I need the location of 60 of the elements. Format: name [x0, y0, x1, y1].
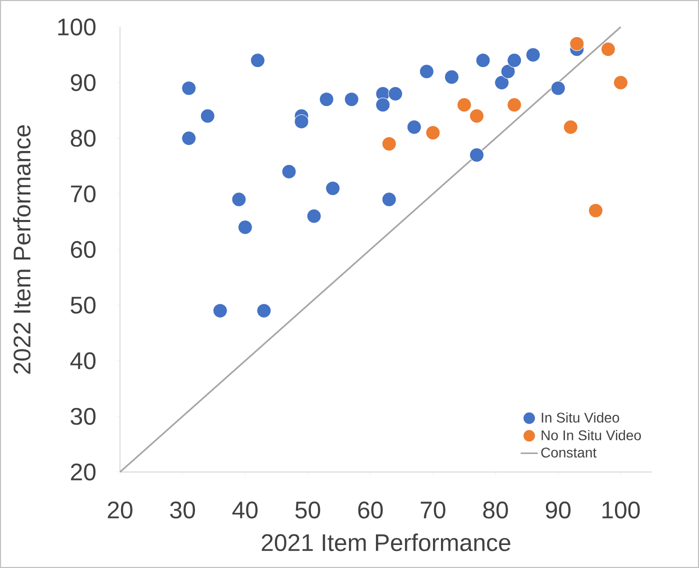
legend-label: No In Situ Video: [542, 430, 641, 440]
y-tick-label: 70: [70, 185, 96, 202]
point: [294, 114, 309, 129]
x-tick-label: 60: [358, 502, 383, 519]
point: [282, 164, 296, 179]
point: [182, 131, 196, 146]
x-axis-title: 2021 Item Performance: [262, 534, 510, 552]
y-tick-label: 90: [70, 74, 96, 92]
y-tick-label: 60: [70, 241, 96, 258]
point: [526, 48, 540, 62]
point: [456, 98, 472, 112]
point: [600, 42, 616, 57]
point: [212, 303, 228, 318]
point: [238, 220, 252, 234]
y-tick-label: 100: [58, 18, 96, 36]
point: [182, 80, 196, 96]
point: [406, 120, 422, 134]
point: [444, 70, 459, 84]
point: [306, 208, 322, 224]
point: [200, 108, 215, 124]
point: [382, 136, 396, 152]
x-tick-label: 40: [232, 502, 258, 519]
point: [419, 64, 434, 79]
point: [250, 53, 265, 68]
y-axis-title: 2022 Item Performance: [12, 125, 31, 374]
point: [376, 98, 390, 112]
x-tick-label: 70: [420, 502, 446, 519]
x-tick-label: 50: [295, 502, 320, 519]
y-tick-label: 20: [70, 464, 96, 480]
point: [256, 303, 272, 318]
legend-label: Constant: [541, 448, 596, 458]
y-tick-label: 40: [70, 352, 96, 370]
point: [476, 53, 490, 68]
point: [326, 181, 340, 196]
point: [344, 92, 359, 107]
point: [613, 75, 628, 90]
y-tick-label: 30: [70, 408, 96, 425]
legend-label: In Situ Video: [542, 412, 620, 423]
point: [507, 53, 522, 68]
point: [563, 120, 578, 134]
point: [382, 192, 396, 207]
point: [588, 203, 603, 218]
point: [570, 36, 584, 51]
point: [426, 125, 440, 140]
point: [494, 75, 510, 90]
point: [388, 86, 403, 101]
point: [550, 80, 566, 96]
x-tick-label: 80: [483, 502, 508, 519]
point: [319, 92, 334, 107]
point: [232, 192, 246, 207]
x-tick-label: 30: [170, 502, 195, 519]
x-tick-label: 100: [602, 502, 640, 519]
point: [470, 148, 484, 162]
point: [500, 64, 516, 79]
y-tick-label: 80: [70, 130, 96, 147]
point: [507, 98, 522, 112]
point: [470, 108, 484, 124]
x-tick-label: 20: [108, 502, 132, 519]
y-tick-label: 50: [70, 296, 96, 314]
x-tick-label: 90: [546, 502, 571, 519]
